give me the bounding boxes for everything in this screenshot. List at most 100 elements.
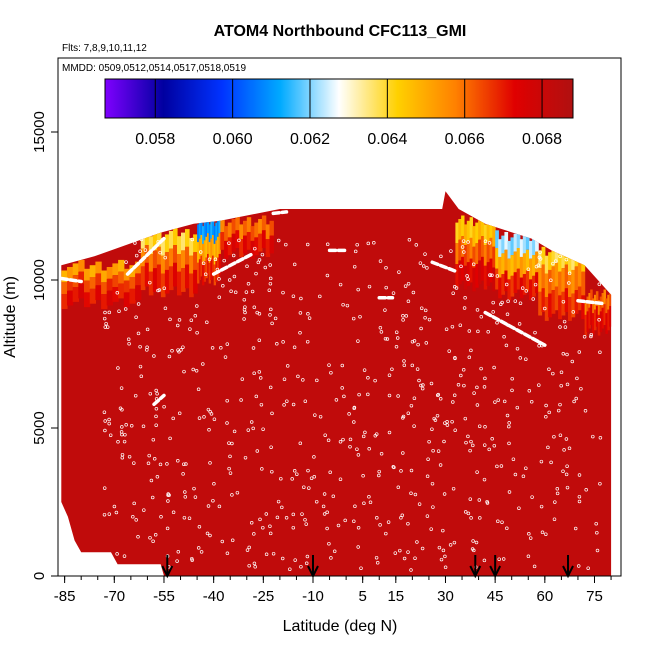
curtain-cell xyxy=(605,313,608,334)
sample-point xyxy=(318,294,322,299)
sample-point xyxy=(232,429,237,434)
curtain-cell xyxy=(243,220,248,236)
curtain-cell xyxy=(554,262,559,287)
curtain-cell xyxy=(458,219,462,240)
curtain-cell xyxy=(601,307,605,329)
sample-point xyxy=(306,312,310,316)
curtain-cell xyxy=(564,288,569,312)
curtain-cell xyxy=(213,226,216,244)
curtain-cell xyxy=(472,267,476,292)
sample-point xyxy=(136,535,140,539)
sample-point xyxy=(513,472,518,477)
curtain-cell xyxy=(577,262,582,287)
sample-point xyxy=(475,470,479,474)
curtain-cell xyxy=(84,268,91,281)
sample-point xyxy=(249,420,254,424)
sample-point xyxy=(451,400,455,404)
curtain-cell xyxy=(561,291,566,316)
sample-point xyxy=(559,383,563,388)
sample-point xyxy=(103,325,108,329)
sample-point xyxy=(595,548,600,553)
y-tick-label: 5000 xyxy=(31,411,48,444)
sample-point xyxy=(120,425,124,429)
sample-point xyxy=(291,402,296,407)
sample-point xyxy=(577,499,582,504)
sample-point xyxy=(413,492,418,497)
sample-point xyxy=(546,445,550,450)
curtain-cell xyxy=(258,219,263,234)
sample-point xyxy=(471,262,476,267)
sample-point xyxy=(154,407,159,411)
sample-point xyxy=(425,514,430,518)
curtain-cell xyxy=(588,307,591,329)
sample-point xyxy=(103,310,107,315)
sample-point xyxy=(117,309,121,313)
sample-point xyxy=(271,551,276,556)
sample-point xyxy=(309,476,314,480)
curtain-cell xyxy=(551,290,556,314)
sample-point xyxy=(495,320,499,325)
sample-point xyxy=(246,428,251,432)
sample-point xyxy=(202,415,206,419)
sample-point xyxy=(291,512,296,517)
sample-point xyxy=(275,342,279,346)
sample-point xyxy=(195,330,199,335)
curtain-cell xyxy=(181,268,186,292)
curtain-cell xyxy=(516,268,521,290)
sample-point xyxy=(427,439,431,444)
sample-point xyxy=(261,427,265,431)
sample-point xyxy=(351,316,356,321)
sample-point xyxy=(208,461,212,465)
curtain-cell xyxy=(84,292,91,308)
sample-point xyxy=(447,349,451,353)
sample-point xyxy=(232,274,237,279)
sample-point xyxy=(421,264,426,268)
sample-points xyxy=(102,236,603,572)
sample-point xyxy=(280,505,284,510)
curtain-cell xyxy=(220,217,225,232)
curtain-cell xyxy=(215,240,218,261)
sample-point xyxy=(384,285,388,290)
curtain-cell xyxy=(258,233,263,252)
curtain-cell xyxy=(519,239,524,257)
sample-point xyxy=(267,288,272,292)
sample-point xyxy=(504,343,509,348)
curtain-cell xyxy=(541,264,546,289)
sample-point xyxy=(390,367,394,372)
sample-point xyxy=(356,545,360,549)
curtain-cell xyxy=(492,246,496,268)
curtain-cell xyxy=(501,235,505,254)
sample-point xyxy=(507,421,511,425)
sample-point xyxy=(325,526,329,531)
curtain-cell xyxy=(173,245,178,263)
curtain-cell xyxy=(218,254,221,275)
sample-point xyxy=(435,393,440,398)
colorbar-tick-label: 0.064 xyxy=(367,131,407,148)
sample-point xyxy=(253,246,257,251)
sample-point xyxy=(396,485,401,490)
sample-point xyxy=(579,386,583,391)
curtain-cell xyxy=(106,267,113,279)
sample-point xyxy=(529,400,534,404)
curtain-cell xyxy=(478,260,482,285)
curtain-cell xyxy=(67,267,74,279)
sample-point xyxy=(196,546,201,550)
curtain-cell xyxy=(78,259,85,272)
x-tick-label: 15 xyxy=(387,588,404,605)
sample-point xyxy=(149,478,154,483)
curtain-cell xyxy=(217,257,220,279)
curtain-cell xyxy=(185,229,190,247)
sample-point xyxy=(460,245,465,249)
sample-point xyxy=(367,495,371,499)
curtain-cell xyxy=(586,296,589,312)
sample-point xyxy=(551,371,555,376)
sample-point xyxy=(268,385,273,390)
sample-point xyxy=(177,318,182,322)
sample-point xyxy=(527,532,531,536)
curtain-cell xyxy=(168,230,174,249)
curtain-cell xyxy=(478,219,482,240)
sample-point xyxy=(524,357,528,361)
curtain-cell xyxy=(486,220,490,242)
curtain-cell xyxy=(243,235,248,254)
x-tick-label: -25 xyxy=(252,588,274,605)
